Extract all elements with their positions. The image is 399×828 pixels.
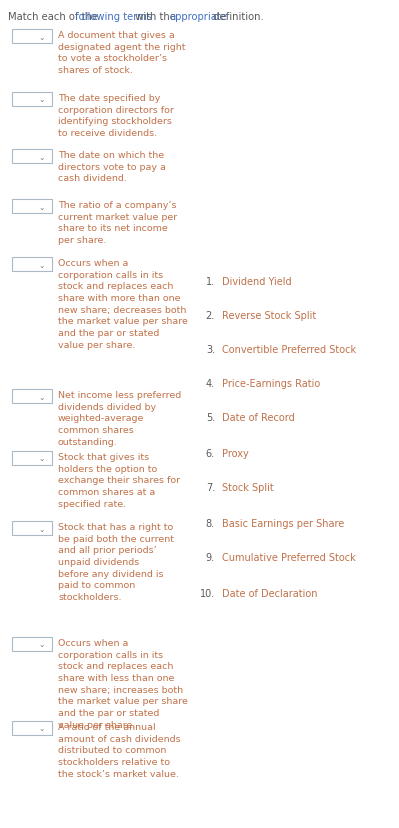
Text: 1.: 1. (206, 277, 215, 286)
FancyBboxPatch shape (12, 200, 52, 214)
Text: 7.: 7. (206, 483, 215, 493)
Text: Date of Record: Date of Record (222, 412, 295, 422)
Text: Date of Declaration: Date of Declaration (222, 588, 318, 599)
Text: 9.: 9. (206, 552, 215, 562)
Text: ⌄: ⌄ (39, 260, 45, 269)
Text: Dividend Yield: Dividend Yield (222, 277, 292, 286)
Text: with the: with the (132, 12, 178, 22)
Text: 10.: 10. (200, 588, 215, 599)
FancyBboxPatch shape (12, 258, 52, 272)
Text: Match each of the: Match each of the (8, 12, 101, 22)
Text: A ratio of the annual
amount of cash dividends
distributed to common
stockholder: A ratio of the annual amount of cash div… (58, 722, 181, 777)
Text: ⌄: ⌄ (39, 95, 45, 104)
FancyBboxPatch shape (12, 638, 52, 651)
Text: Stock Split: Stock Split (222, 483, 274, 493)
Text: Proxy: Proxy (222, 449, 249, 459)
Text: Occurs when a
corporation calls in its
stock and replaces each
share with more t: Occurs when a corporation calls in its s… (58, 258, 188, 349)
FancyBboxPatch shape (12, 721, 52, 735)
Text: The date specified by
corporation directors for
identifying stockholders
to rece: The date specified by corporation direct… (58, 94, 174, 137)
Text: Cumulative Preferred Stock: Cumulative Preferred Stock (222, 552, 356, 562)
Text: ⌄: ⌄ (39, 524, 45, 533)
FancyBboxPatch shape (12, 150, 52, 164)
FancyBboxPatch shape (12, 30, 52, 44)
Text: ⌄: ⌄ (39, 640, 45, 648)
Text: 5.: 5. (206, 412, 215, 422)
Text: The ratio of a company’s
current market value per
share to its net income
per sh: The ratio of a company’s current market … (58, 200, 177, 245)
Text: ⌄: ⌄ (39, 724, 45, 733)
Text: ⌄: ⌄ (39, 32, 45, 41)
Text: 4.: 4. (206, 378, 215, 388)
Text: 8.: 8. (206, 518, 215, 528)
Text: ⌄: ⌄ (39, 152, 45, 161)
FancyBboxPatch shape (12, 389, 52, 403)
Text: 2.: 2. (206, 310, 215, 320)
FancyBboxPatch shape (12, 93, 52, 107)
Text: Convertible Preferred Stock: Convertible Preferred Stock (222, 344, 356, 354)
Text: Basic Earnings per Share: Basic Earnings per Share (222, 518, 344, 528)
FancyBboxPatch shape (12, 522, 52, 536)
Text: A document that gives a
designated agent the right
to vote a stockholder’s
share: A document that gives a designated agent… (58, 31, 186, 75)
Text: appropriate: appropriate (169, 12, 227, 22)
Text: ⌄: ⌄ (39, 202, 45, 211)
Text: Net income less preferred
dividends divided by
weighted-average
common shares
ou: Net income less preferred dividends divi… (58, 391, 181, 446)
Text: ⌄: ⌄ (39, 392, 45, 401)
Text: Stock that has a right to
be paid both the current
and all prior periods’
unpaid: Stock that has a right to be paid both t… (58, 522, 174, 601)
Text: 3.: 3. (206, 344, 215, 354)
Text: Stock that gives its
holders the option to
exchange their shares for
common shar: Stock that gives its holders the option … (58, 452, 180, 508)
Text: The date on which the
directors vote to pay a
cash dividend.: The date on which the directors vote to … (58, 151, 166, 183)
Text: ⌄: ⌄ (39, 454, 45, 463)
Text: definition.: definition. (210, 12, 264, 22)
Text: Price-Earnings Ratio: Price-Earnings Ratio (222, 378, 320, 388)
Text: Occurs when a
corporation calls in its
stock and replaces each
share with less t: Occurs when a corporation calls in its s… (58, 638, 188, 729)
Text: 6.: 6. (206, 449, 215, 459)
Text: following terms: following terms (75, 12, 152, 22)
Text: Reverse Stock Split: Reverse Stock Split (222, 310, 316, 320)
FancyBboxPatch shape (12, 451, 52, 465)
